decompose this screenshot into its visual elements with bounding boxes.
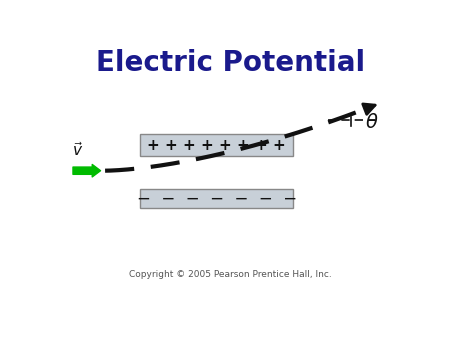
Text: −  −  −  −  −  −  −: − − − − − − − bbox=[137, 190, 297, 208]
Text: + + + + + + + +: + + + + + + + + bbox=[147, 138, 286, 153]
Text: Electric Potential: Electric Potential bbox=[96, 49, 365, 77]
Bar bbox=[140, 134, 293, 156]
Text: $\vec{v}$: $\vec{v}$ bbox=[72, 141, 83, 159]
Text: $\theta$: $\theta$ bbox=[365, 113, 378, 132]
Text: Copyright © 2005 Pearson Prentice Hall, Inc.: Copyright © 2005 Pearson Prentice Hall, … bbox=[129, 270, 332, 279]
Bar bbox=[140, 189, 293, 209]
